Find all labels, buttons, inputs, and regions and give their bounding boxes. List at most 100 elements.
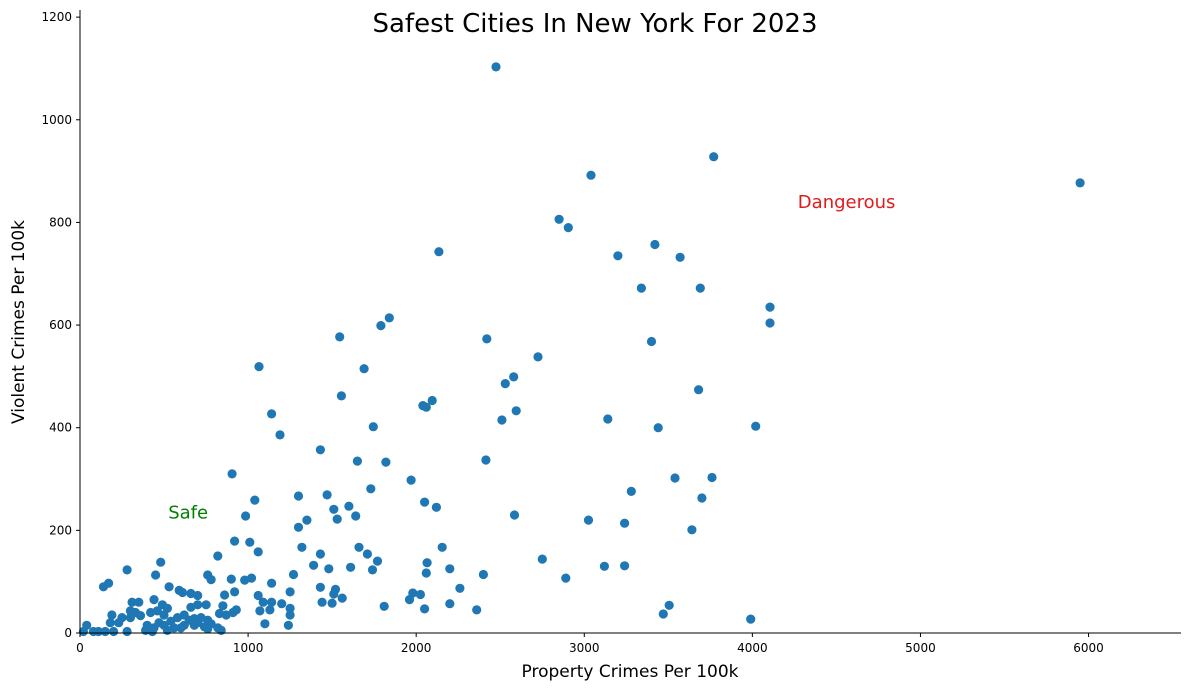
data-point [260,619,270,629]
data-point [267,597,277,607]
x-tick-label: 2000 [401,641,432,655]
data-point [186,602,196,612]
data-point [533,352,543,362]
data-point [695,283,705,293]
data-point [650,239,660,250]
annotation-safe-label: Safe [168,502,208,523]
y-tick-label: 400 [49,421,72,435]
data-point [445,564,455,574]
data-point [707,472,717,483]
data-point [384,313,394,323]
data-point [324,564,334,574]
data-point [315,445,325,455]
chart-title: Safest Cities In New York For 2023 [373,9,818,39]
data-point [509,510,520,520]
data-point [626,486,636,496]
data-point [293,522,304,532]
data-point [491,62,501,72]
data-point [241,511,251,521]
data-point [226,574,236,584]
data-point [315,549,325,559]
data-point [362,549,372,559]
data-point [254,362,264,372]
data-point [332,514,342,524]
data-point [646,336,657,347]
data-point [114,618,124,628]
data-point [335,332,345,342]
data-point [327,598,337,608]
data-point [675,252,685,262]
data-point [152,606,162,616]
data-point [151,570,161,580]
data-point [586,170,596,180]
data-point [599,561,610,571]
data-point [250,495,260,505]
data-point [134,597,144,607]
data-point [554,214,564,224]
data-point [697,493,707,503]
data-point [122,626,132,637]
y-axis-title: Violent Crimes Per 100k [9,220,29,424]
annotations-layer: Safe Dangerous [168,192,895,524]
data-point [206,575,216,585]
data-point [337,593,347,603]
data-point [315,582,325,592]
data-point [322,490,332,500]
data-point [203,624,213,634]
data-point [227,469,237,479]
data-point [497,415,507,425]
data-point [329,589,339,599]
data-point [255,606,265,616]
data-point [751,421,761,431]
y-tick-label: 1000 [41,113,72,127]
y-tick-label: 800 [49,215,72,229]
data-point [746,614,756,624]
data-point [351,511,361,521]
data-point [367,565,378,575]
data-point [122,565,132,575]
points-layer [78,62,1085,637]
data-point [177,587,188,598]
data-point [366,484,376,494]
data-point [267,578,277,588]
x-tick-label: 1000 [233,641,264,655]
data-point [253,547,263,557]
data-point [658,609,668,619]
data-point [230,536,240,546]
data-point [162,625,172,636]
data-point [421,402,431,412]
data-point [149,595,159,605]
y-tick-label: 200 [49,523,72,537]
x-tick-label: 4000 [737,641,768,655]
x-tick-label: 0 [76,641,84,655]
annotation-dangerous-label: Dangerous [798,192,896,213]
data-point [406,475,416,485]
data-point [561,573,571,583]
data-point [228,607,238,618]
data-point [267,409,277,419]
data-point [277,599,287,609]
data-point [135,611,146,621]
y-tick-label: 0 [64,626,72,640]
data-point [107,610,117,620]
x-ticks: 0 1000 2000 3000 4000 5000 6000 [76,633,1104,655]
data-point [218,601,228,611]
data-point [336,391,346,401]
y-ticks: 0 200 400 600 800 1000 1200 [41,10,80,640]
data-point [105,618,115,628]
x-tick-label: 6000 [1073,641,1104,655]
data-point [372,556,383,566]
data-point [670,473,680,483]
data-point [421,568,431,578]
data-point [213,551,223,561]
data-point [381,457,391,467]
data-point [420,604,430,614]
data-point [420,497,430,507]
data-point [78,626,88,637]
data-point [636,283,647,293]
data-point [445,599,455,609]
data-point [109,626,119,637]
data-point [275,430,285,440]
data-point [104,578,114,588]
data-point [317,597,327,607]
